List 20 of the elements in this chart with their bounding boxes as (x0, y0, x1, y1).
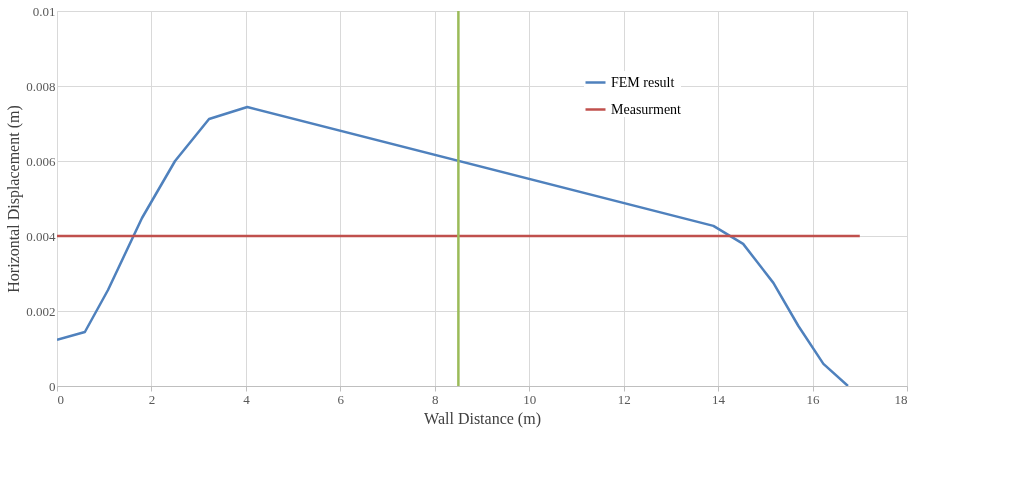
y-tick-label: 0.002 (26, 303, 56, 319)
x-tick-label: 2 (148, 391, 156, 407)
line-series (57, 105, 850, 386)
y-axis-title: Horizontal Displacement (m) (5, 105, 24, 293)
y-tick-label: 0 (49, 378, 56, 394)
x-tick-label: 4 (243, 391, 251, 407)
x-tick-label: 8 (432, 391, 439, 407)
x-axis-title: Wall Distance (m) (424, 409, 541, 428)
x-tick-label: 16 (806, 391, 821, 407)
x-tick-label: 6 (337, 391, 345, 407)
legend-label: Measurment (611, 101, 682, 117)
x-tick-label: 10 (523, 391, 537, 407)
y-tick-label: 0.008 (26, 78, 56, 94)
y-tick-label: 0.006 (26, 153, 56, 169)
legend-label: FEM result (611, 74, 675, 90)
y-tick-label: 0.004 (26, 228, 56, 244)
x-tick-label: 18 (894, 391, 908, 407)
y-tick-label: 0.01 (32, 3, 56, 19)
x-tick-label: 12 (617, 391, 631, 407)
x-tick-label: 14 (712, 391, 726, 407)
